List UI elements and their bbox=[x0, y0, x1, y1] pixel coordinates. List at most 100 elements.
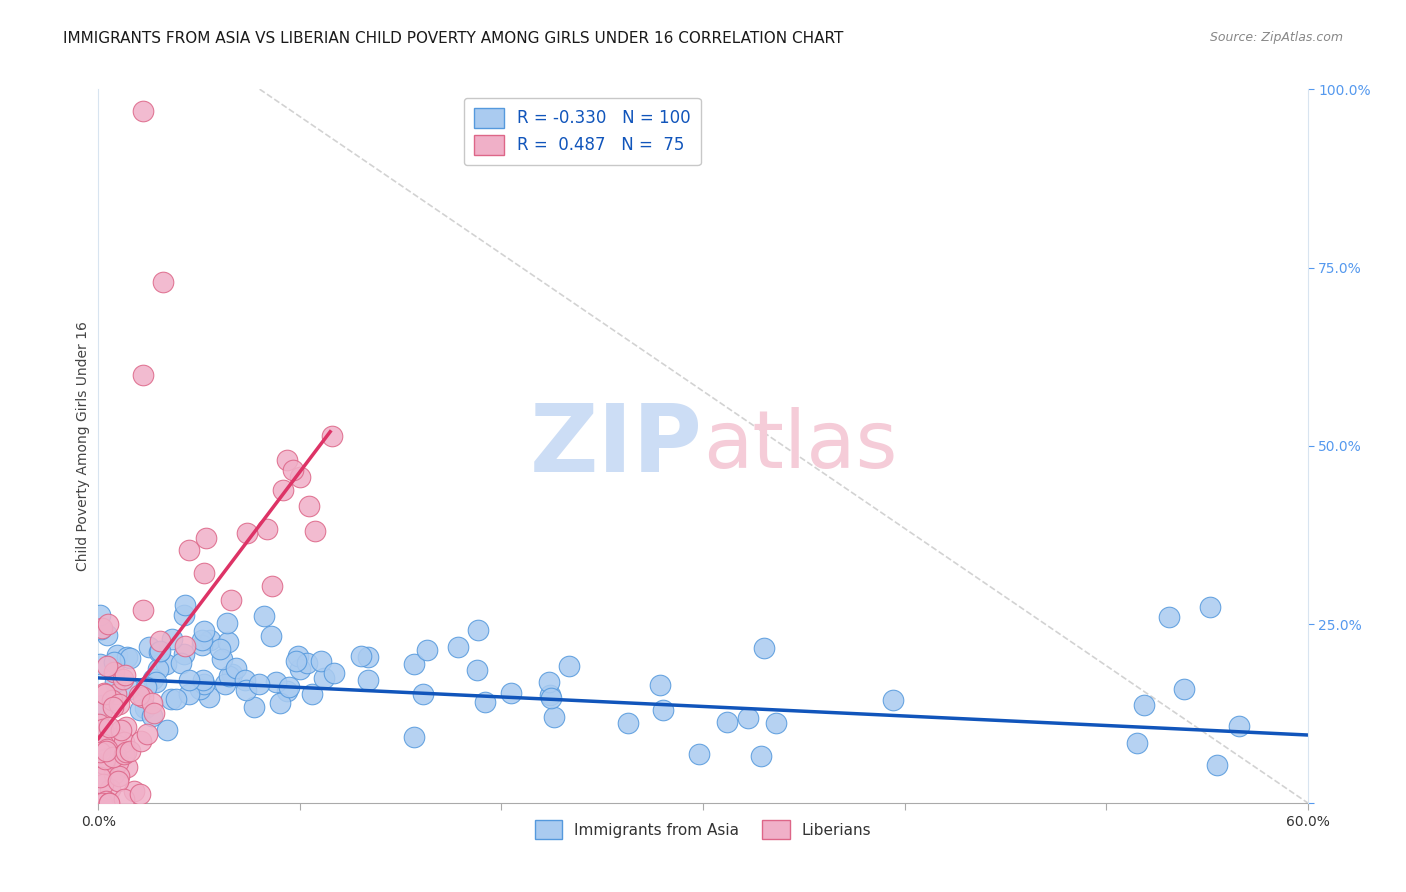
Point bbox=[287, 649, 309, 664]
Point bbox=[256, 522, 278, 536]
Legend: Immigrants from Asia, Liberians: Immigrants from Asia, Liberians bbox=[529, 814, 877, 845]
Point bbox=[111, 673, 134, 687]
Point bbox=[404, 730, 426, 744]
Point bbox=[467, 623, 489, 637]
Point bbox=[357, 673, 380, 687]
Y-axis label: Child Poverty Among Girls Under 16: Child Poverty Among Girls Under 16 bbox=[76, 321, 90, 571]
Point bbox=[737, 711, 759, 725]
Point bbox=[260, 579, 283, 593]
Point bbox=[1173, 681, 1195, 696]
Point bbox=[96, 659, 118, 673]
Point bbox=[128, 689, 150, 703]
Point bbox=[284, 654, 307, 668]
Point bbox=[136, 726, 159, 740]
Point bbox=[356, 650, 378, 665]
Point bbox=[120, 744, 142, 758]
Point bbox=[242, 700, 264, 714]
Point bbox=[134, 701, 156, 715]
Point bbox=[89, 745, 111, 759]
Point bbox=[179, 687, 201, 701]
Point bbox=[89, 657, 111, 671]
Point bbox=[104, 687, 127, 701]
Point bbox=[107, 756, 129, 770]
Point bbox=[91, 795, 114, 809]
Point bbox=[173, 607, 195, 622]
Point bbox=[135, 681, 157, 695]
Point bbox=[89, 723, 111, 737]
Point bbox=[105, 747, 128, 762]
Point bbox=[652, 703, 675, 717]
Point bbox=[288, 470, 311, 484]
Point bbox=[96, 628, 118, 642]
Point bbox=[105, 648, 128, 662]
Point bbox=[557, 659, 579, 673]
Point bbox=[278, 680, 301, 694]
Point bbox=[142, 673, 165, 687]
Point bbox=[323, 665, 346, 680]
Point bbox=[93, 757, 115, 772]
Point bbox=[115, 759, 138, 773]
Point bbox=[149, 634, 172, 648]
Point bbox=[193, 677, 215, 691]
Point bbox=[142, 706, 165, 720]
Point bbox=[882, 693, 904, 707]
Point bbox=[264, 674, 287, 689]
Point bbox=[91, 796, 114, 810]
Point bbox=[499, 686, 522, 700]
Point bbox=[543, 709, 565, 723]
Point bbox=[152, 275, 174, 289]
Point bbox=[298, 499, 321, 513]
Point bbox=[1198, 599, 1220, 614]
Point bbox=[304, 524, 326, 539]
Point bbox=[131, 603, 153, 617]
Point bbox=[94, 687, 117, 701]
Point bbox=[131, 690, 153, 704]
Point bbox=[247, 676, 270, 690]
Point bbox=[276, 453, 298, 467]
Point bbox=[276, 684, 298, 698]
Point bbox=[145, 674, 167, 689]
Point bbox=[1159, 610, 1181, 624]
Point bbox=[260, 629, 283, 643]
Point bbox=[648, 678, 671, 692]
Point bbox=[103, 655, 125, 669]
Point bbox=[124, 784, 146, 798]
Point bbox=[191, 632, 214, 647]
Point bbox=[193, 624, 215, 638]
Point bbox=[198, 690, 221, 704]
Point bbox=[688, 747, 710, 761]
Point bbox=[465, 663, 488, 677]
Point bbox=[321, 429, 343, 443]
Point bbox=[97, 720, 120, 734]
Point bbox=[90, 621, 112, 635]
Point bbox=[110, 723, 132, 737]
Point bbox=[91, 737, 114, 751]
Point bbox=[138, 640, 160, 655]
Point bbox=[295, 656, 318, 670]
Point bbox=[233, 673, 256, 687]
Point bbox=[146, 662, 169, 676]
Point bbox=[716, 714, 738, 729]
Point bbox=[416, 643, 439, 657]
Point bbox=[1133, 698, 1156, 713]
Point bbox=[115, 649, 138, 664]
Point bbox=[301, 687, 323, 701]
Point bbox=[225, 660, 247, 674]
Point bbox=[93, 686, 115, 700]
Point bbox=[160, 632, 183, 647]
Point bbox=[283, 463, 305, 477]
Point bbox=[1126, 736, 1149, 750]
Point bbox=[235, 683, 257, 698]
Point bbox=[617, 715, 640, 730]
Point bbox=[214, 676, 236, 690]
Point bbox=[314, 671, 336, 685]
Point bbox=[105, 731, 128, 746]
Point bbox=[193, 566, 215, 580]
Point bbox=[749, 748, 772, 763]
Point bbox=[103, 767, 125, 781]
Point bbox=[474, 695, 496, 709]
Point bbox=[89, 770, 111, 784]
Point bbox=[141, 708, 163, 723]
Text: atlas: atlas bbox=[703, 407, 897, 485]
Point bbox=[177, 542, 200, 557]
